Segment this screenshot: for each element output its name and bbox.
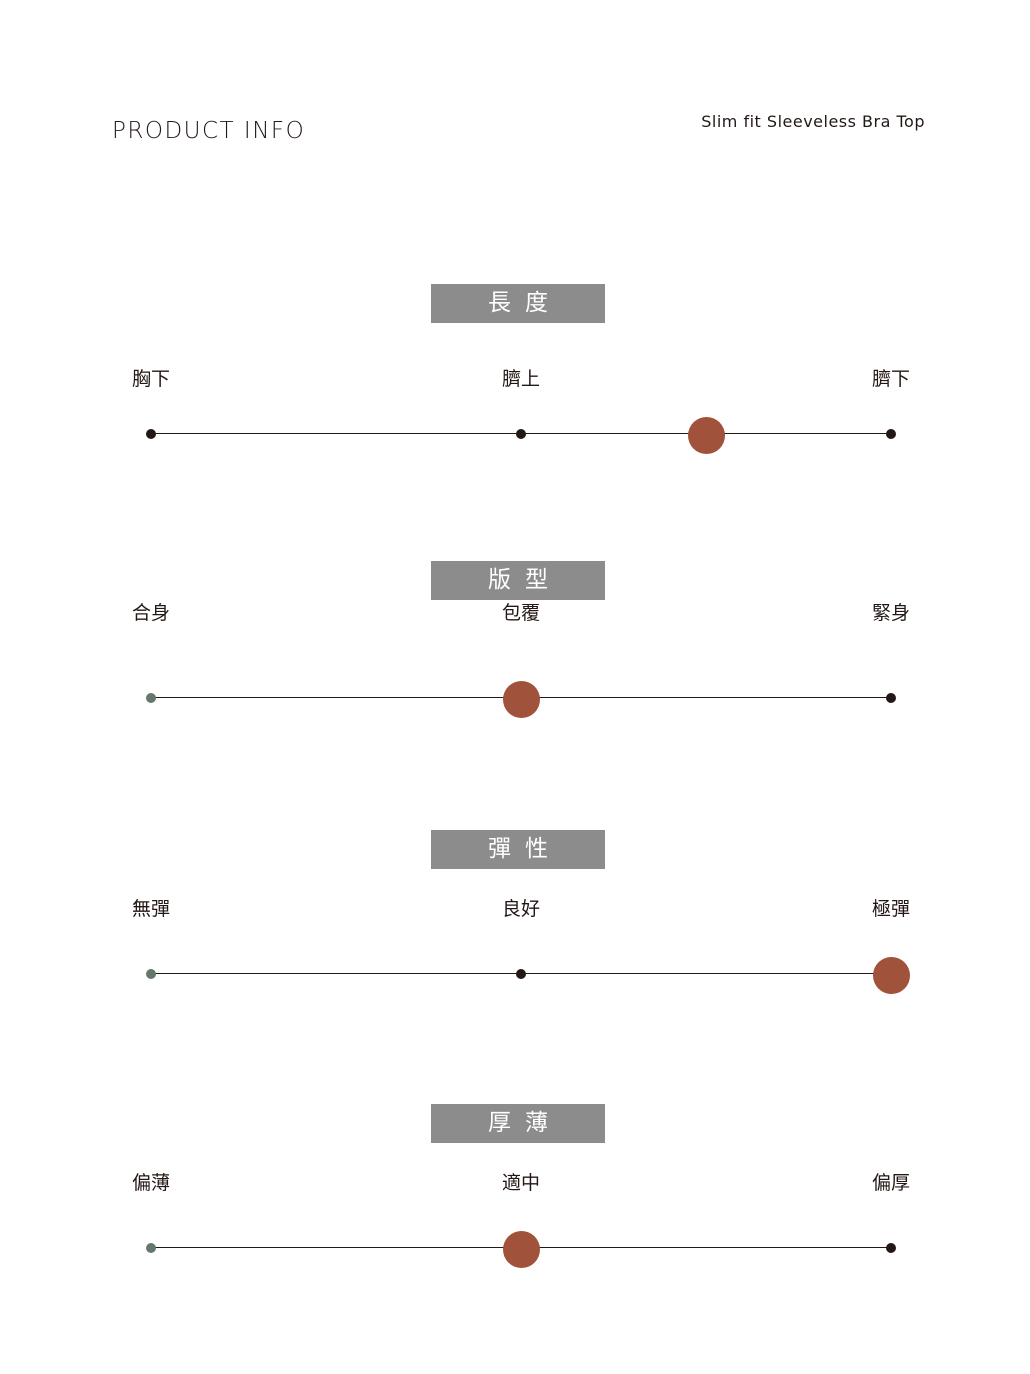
rating-section: 長度胸下 臍上 臍下	[0, 284, 1030, 484]
scale-label: 偏薄	[131, 1172, 170, 1194]
scale-tick	[146, 1242, 156, 1253]
scale-label: 緊身	[871, 602, 910, 624]
rating-section: 版型合身 包覆 緊身	[0, 561, 1030, 761]
section-title: 長度	[431, 284, 605, 323]
scale-tick	[886, 692, 896, 703]
rating-section: 厚薄偏薄 適中 偏厚	[0, 1104, 1030, 1304]
scale-tick	[146, 428, 156, 439]
scale-tick	[886, 428, 896, 439]
scale-label: 臍上	[501, 368, 540, 390]
scale-label: 胸下	[131, 368, 170, 390]
scale-label: 合身	[131, 602, 170, 624]
scale-label: 包覆	[501, 602, 540, 624]
scale-label: 偏厚	[871, 1172, 910, 1194]
section-title: 版型	[431, 561, 605, 600]
rating-marker	[873, 957, 910, 994]
page-title: PRODUCT INFO	[112, 118, 306, 144]
scale-label: 無彈	[131, 898, 170, 920]
rating-marker	[503, 681, 540, 718]
scale-tick	[146, 968, 156, 979]
rating-marker	[688, 417, 725, 454]
scale-tick	[516, 968, 526, 979]
rating-section: 彈性無彈 良好 極彈	[0, 830, 1030, 1030]
scale-label: 良好	[501, 898, 540, 920]
rating-marker	[503, 1231, 540, 1268]
product-name: Slim fit Sleeveless Bra Top	[701, 112, 925, 131]
scale-label: 極彈	[871, 898, 910, 920]
scale-label: 臍下	[871, 368, 910, 390]
section-title: 厚薄	[431, 1104, 605, 1143]
scale-tick	[516, 428, 526, 439]
scale-tick	[146, 692, 156, 703]
scale-label: 適中	[501, 1172, 540, 1194]
scale-tick	[886, 1242, 896, 1253]
section-title: 彈性	[431, 830, 605, 869]
